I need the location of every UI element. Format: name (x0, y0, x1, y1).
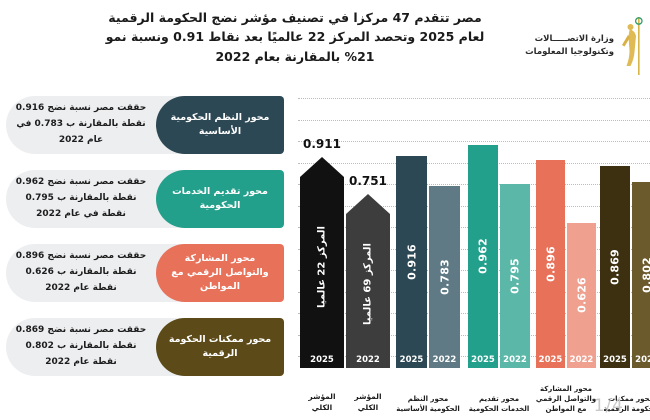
category-label: محور ممكنات الحكومة الرقمية (603, 394, 650, 413)
axis-row-description: حققت مصر نسبة نضج 0.896 نقطة بالمقارنة ب… (15, 251, 147, 293)
bar-year-label: 2025 (310, 355, 334, 365)
chart-category-labels: المؤشر الكلي المؤشر الكلي محور النظم الحكو… (298, 374, 650, 414)
bar-group: المركز 22 عالميا 2025 0.911 المركز 69 عالمي… (300, 137, 390, 368)
bar-body: 0.626 2022 (567, 222, 596, 368)
category-label: محور تقديم الخدمات الحكومية (468, 394, 530, 413)
logo-line-2: وتكنولوجيا المعلومات (525, 47, 614, 57)
arrow-bar-shape (300, 156, 344, 368)
bar[interactable]: المركز 22 عالميا 2025 0.911 (300, 137, 344, 368)
bar-group: 0.916 2025 0.783 2022 (396, 155, 460, 368)
bar-value-label: 0.783 (438, 259, 451, 296)
bar[interactable]: 0.626 2022 (567, 222, 596, 368)
bar-year-label: 2022 (356, 355, 380, 365)
bar-year-label: 2025 (538, 355, 563, 365)
bar[interactable]: 0.795 2022 (500, 183, 530, 368)
bar-value-label: 0.896 (544, 246, 557, 282)
bar-year-label: 2025 (471, 355, 495, 365)
page-watermark: 1/4 (593, 396, 624, 416)
ministry-emblem-icon (618, 15, 644, 77)
page-title: مصر تتقدم 47 مركزا في تصنيف مؤشر نضج الح… (105, 10, 485, 64)
ministry-logo: وزارة الاتصـــــالات وتكنولوجيا المعلوما… (496, 10, 644, 82)
bar-inner-label: المركز 69 عالميا (362, 243, 374, 326)
axis-row-pill[interactable]: محور ممكنات الحكومة الرقمية (156, 318, 284, 376)
axes-summary-panel: حققت مصر نسبة نضج 0.916 نقطة بالمقارنة ب… (0, 96, 292, 416)
bar-body: 0.869 2025 (600, 166, 630, 368)
axis-row-description: حققت مصر نسبة نضج 0.869 نقطة بالمقارنة ب… (15, 325, 147, 367)
axis-summary-row[interactable]: حققت مصر نسبة نضج 0.962 نقطة بالمقارنة ب… (6, 170, 284, 228)
header: مصر تتقدم 47 مركزا في تصنيف مؤشر نضج الح… (0, 0, 650, 92)
bar-value-label: 0.626 (575, 277, 588, 314)
axis-summary-row[interactable]: حققت مصر نسبة نضج 0.869 نقطة بالمقارنة ب… (6, 318, 284, 376)
bar[interactable]: 0.962 2025 (468, 144, 498, 368)
bar-body: 0.896 2025 (536, 160, 565, 368)
bar-body: 0.795 2022 (500, 183, 530, 368)
bar-body: 0.783 2022 (429, 186, 460, 368)
category-label: محور المشاركة والتواصل الرقمي مع المواطن (535, 384, 597, 413)
axis-row-pill[interactable]: محور تقديم الخدمات الحكومية (156, 170, 284, 228)
axis-row-pill-label: محور ممكنات الحكومة الرقمية (168, 333, 272, 359)
bar-body: المركز 22 عالميا 2025 (300, 156, 344, 368)
bar[interactable]: المركز 69 عالميا 2022 0.751 (346, 174, 390, 368)
gridline (298, 141, 650, 142)
axis-row-pill-label: محور تقديم الخدمات الحكومية (172, 185, 268, 211)
bar-inner-label: المركز 22 عالميا (316, 225, 328, 308)
category-label: المؤشر الكلي (308, 392, 336, 413)
bar-top-value-label: 0.911 (303, 136, 341, 151)
bar-value-label: 0.916 (405, 243, 418, 280)
bar-body: المركز 69 عالميا 2022 (346, 193, 390, 368)
axis-summary-row[interactable]: حققت مصر نسبة نضج 0.916 نقطة بالمقارنة ب… (6, 96, 284, 154)
bar-year-label: 2022 (432, 355, 457, 365)
bar[interactable]: 0.869 2025 (600, 166, 630, 368)
axis-row-pill-label: محور المشاركة والتواصل الرقمي مع المواطن (171, 252, 269, 293)
axis-row-pill[interactable]: محور المشاركة والتواصل الرقمي مع المواطن (156, 244, 284, 302)
bar-value-label: 0.869 (608, 249, 622, 286)
bar[interactable]: 0.896 2025 (536, 160, 565, 368)
bar[interactable]: 0.916 2025 (396, 155, 427, 368)
category-label: محور النظم الحكومية الأساسية (396, 394, 460, 413)
axis-summary-row[interactable]: حققت مصر نسبة نضج 0.896 نقطة بالمقارنة ب… (6, 244, 284, 302)
bar-group: 0.962 2025 0.795 2022 (468, 144, 530, 368)
bar-group: 0.896 2025 0.626 2022 (536, 160, 596, 368)
axis-row-pill[interactable]: محور النظم الحكومية الأساسية (156, 96, 284, 154)
bar-top-value-label: 0.751 (349, 173, 387, 188)
bar-body: 0.916 2025 (396, 155, 427, 368)
bar-body: 0.802 2022 (632, 181, 650, 368)
gridline (298, 98, 650, 99)
bar[interactable]: 0.802 2022 (632, 181, 650, 368)
bar-value-label: 0.962 (476, 238, 490, 275)
bar-group: 0.869 2025 0.802 2022 (600, 166, 650, 368)
bar-year-label: 2025 (603, 355, 627, 365)
bar-year-label: 2022 (569, 355, 594, 365)
bar-year-label: 2025 (399, 355, 424, 365)
gridline (298, 119, 650, 121)
bar-chart: المركز 22 عالميا 2025 0.911 المركز 69 عالمي… (294, 92, 650, 420)
logo-text: وزارة الاتصـــــالات وتكنولوجيا المعلوما… (525, 33, 614, 59)
bar-year-label: 2022 (503, 355, 527, 365)
logo-line-1: وزارة الاتصـــــالات (534, 34, 614, 45)
bar[interactable]: 0.783 2022 (429, 186, 460, 368)
bar-value-label: 0.795 (508, 257, 522, 294)
chart-plot-area: المركز 22 عالميا 2025 0.911 المركز 69 عالمي… (298, 92, 650, 420)
category-label: المؤشر الكلي (354, 392, 382, 413)
bar-value-label: 0.802 (640, 257, 650, 293)
axis-row-description: حققت مصر نسبة نضج 0.916 نقطة بالمقارنة ب… (15, 103, 147, 145)
arrow-bar-shape (346, 193, 390, 368)
bar-year-label: 2022 (635, 355, 650, 365)
bar-body: 0.962 2025 (468, 144, 498, 368)
axis-row-pill-label: محور النظم الحكومية الأساسية (170, 111, 270, 137)
axis-row-description: حققت مصر نسبة نضج 0.962 نقطة بالمقارنة ب… (15, 177, 147, 219)
